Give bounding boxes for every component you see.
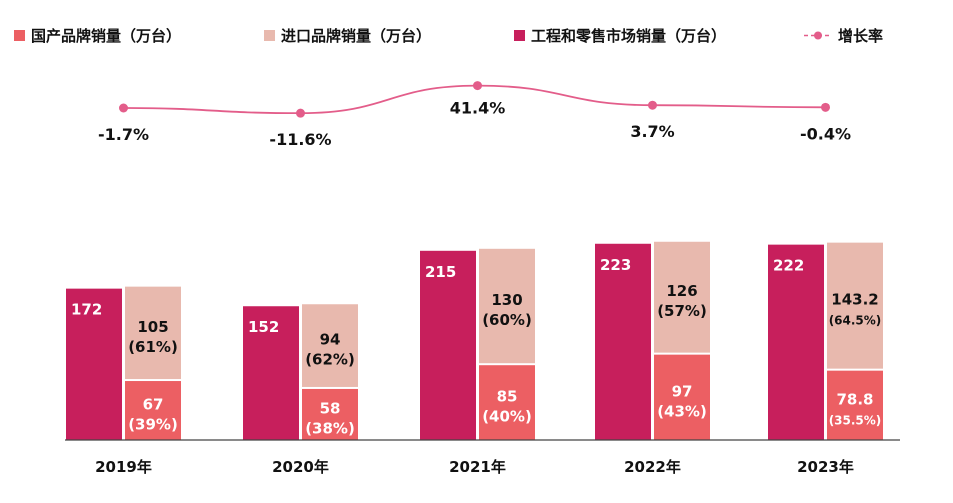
import-value-label-2: 130 <box>491 291 522 309</box>
import-value-label-3: 126 <box>666 282 697 300</box>
legend-swatch-1 <box>264 30 275 41</box>
legend-swatch-2 <box>514 30 525 41</box>
import-bar-4 <box>827 242 883 369</box>
domestic-bar-4 <box>827 370 883 440</box>
total-bar-3 <box>595 243 651 440</box>
import-bar-2 <box>479 248 535 364</box>
category-label-3: 2022年 <box>624 458 681 476</box>
domestic-value-label-3: 97 <box>672 382 693 400</box>
bars-layer: 172 67 (39%) 105 (61%) 152 58 (38%) 94 (62%) 215 85… <box>66 241 883 440</box>
import-bar-3 <box>654 241 710 353</box>
legend-label-0: 国产品牌销量（万台） <box>31 27 181 45</box>
growth-value-label-2: 41.4% <box>450 99 506 118</box>
total-value-label-1: 152 <box>248 318 279 336</box>
import-share-label-0: (61%) <box>128 338 178 356</box>
total-bar-0 <box>66 288 122 440</box>
domestic-share-label-4: (35.5%) <box>829 413 882 427</box>
total-value-label-4: 222 <box>773 257 804 275</box>
growth-point-0 <box>119 103 128 113</box>
total-bar-2 <box>420 250 476 440</box>
domestic-share-label-0: (39%) <box>128 416 178 434</box>
domestic-share-label-3: (43%) <box>657 402 707 420</box>
growth-point-3 <box>648 100 657 110</box>
total-value-label-3: 223 <box>600 256 631 274</box>
legend: 国产品牌销量（万台） 进口品牌销量（万台） 工程和零售市场销量（万台） 增长率 <box>14 27 883 45</box>
import-share-label-4: (64.5%) <box>829 314 882 328</box>
import-share-label-3: (57%) <box>657 302 707 320</box>
growth-line-layer: -1.7% -11.6% 41.4% 3.7% -0.4% <box>98 81 851 149</box>
domestic-bar-0 <box>125 381 181 440</box>
domestic-value-label-2: 85 <box>497 388 518 406</box>
total-value-label-0: 172 <box>71 301 102 319</box>
legend-label-1: 进口品牌销量（万台） <box>281 27 431 45</box>
growth-point-4 <box>821 102 830 112</box>
import-value-label-1: 94 <box>320 331 341 349</box>
legend-label-3: 增长率 <box>838 27 883 45</box>
legend-marker <box>814 31 822 40</box>
domestic-value-label-1: 58 <box>320 399 341 417</box>
growth-value-label-1: -11.6% <box>269 130 331 149</box>
category-label-4: 2023年 <box>797 458 854 476</box>
domestic-share-label-2: (40%) <box>482 408 532 426</box>
legend-label-2: 工程和零售市场销量（万台） <box>531 27 726 45</box>
legend-swatch-0 <box>14 30 25 41</box>
import-bar-0 <box>125 286 181 380</box>
category-label-2: 2021年 <box>449 458 506 476</box>
category-label-0: 2019年 <box>95 458 152 476</box>
category-labels: 2019年 2020年 2021年 2022年 2023年 <box>95 458 854 476</box>
growth-point-1 <box>296 108 305 118</box>
total-bar-4 <box>768 244 824 440</box>
category-label-1: 2020年 <box>272 458 329 476</box>
domestic-value-label-4: 78.8 <box>836 390 873 408</box>
domestic-value-label-0: 67 <box>143 396 164 414</box>
growth-value-label-3: 3.7% <box>630 122 674 141</box>
growth-value-label-0: -1.7% <box>98 125 149 144</box>
import-bar-1 <box>302 304 358 387</box>
total-value-label-2: 215 <box>425 263 456 281</box>
domestic-bar-1 <box>302 388 358 440</box>
domestic-bar-2 <box>479 365 535 440</box>
import-share-label-2: (60%) <box>482 311 532 329</box>
growth-point-2 <box>473 81 482 91</box>
total-bar-1 <box>243 306 299 440</box>
import-value-label-4: 143.2 <box>831 291 878 309</box>
import-value-label-0: 105 <box>137 318 168 336</box>
import-share-label-1: (62%) <box>305 351 355 369</box>
domestic-share-label-1: (38%) <box>305 419 355 437</box>
domestic-bar-3 <box>654 354 710 440</box>
growth-value-label-4: -0.4% <box>800 124 851 143</box>
